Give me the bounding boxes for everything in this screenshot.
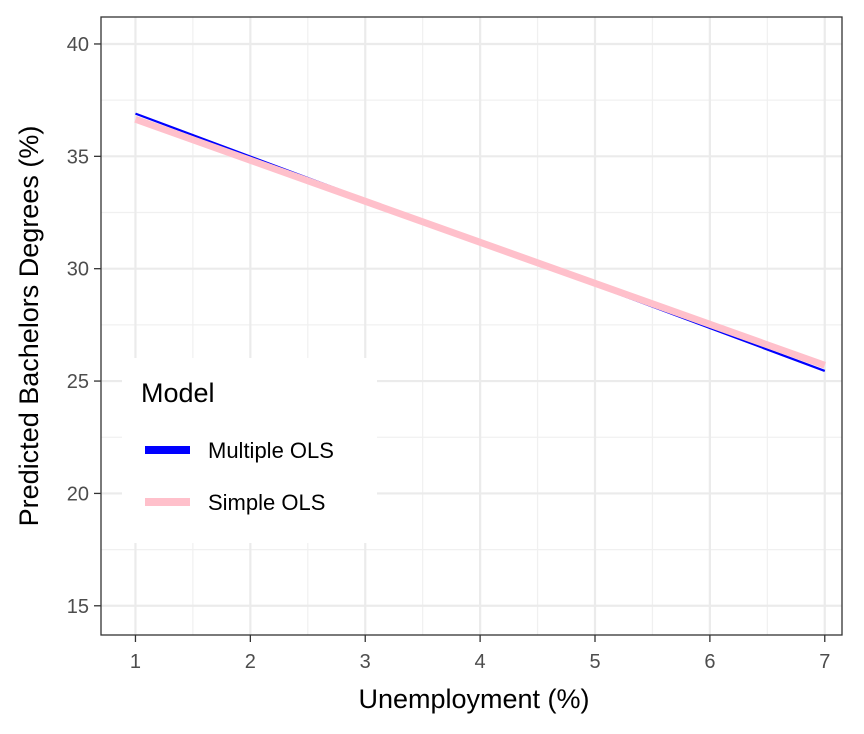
y-tick-label: 35	[67, 146, 89, 168]
x-tick-label: 5	[589, 651, 600, 673]
legend-label-multiple-ols: Multiple OLS	[208, 438, 334, 463]
y-tick-label: 20	[67, 483, 89, 505]
x-tick-label: 2	[245, 651, 256, 673]
x-axis: 1 2 3 4 5 6 7	[130, 635, 830, 673]
y-tick-label: 40	[67, 34, 89, 56]
y-axis: 15 20 25 30 35 40	[67, 34, 101, 618]
plot-panel-border	[100, 16, 843, 636]
x-tick-label: 3	[360, 651, 371, 673]
x-tick-label: 6	[704, 651, 715, 673]
y-tick-label: 30	[67, 259, 89, 281]
y-tick-label: 15	[67, 596, 89, 618]
series-lines	[134, 112, 826, 372]
legend: Model Multiple OLS Simple OLS	[122, 358, 377, 543]
y-tick-label: 25	[67, 371, 89, 393]
y-axis-title: Predicted Bachelors Degrees (%)	[14, 126, 44, 527]
x-tick-label: 7	[819, 651, 830, 673]
x-axis-title: Unemployment (%)	[358, 684, 589, 714]
series-line-simple-ols	[134, 115, 826, 369]
legend-title: Model	[141, 378, 215, 408]
x-tick-label: 4	[475, 651, 486, 673]
x-tick-label: 1	[130, 651, 141, 673]
legend-label-simple-ols: Simple OLS	[208, 490, 325, 515]
